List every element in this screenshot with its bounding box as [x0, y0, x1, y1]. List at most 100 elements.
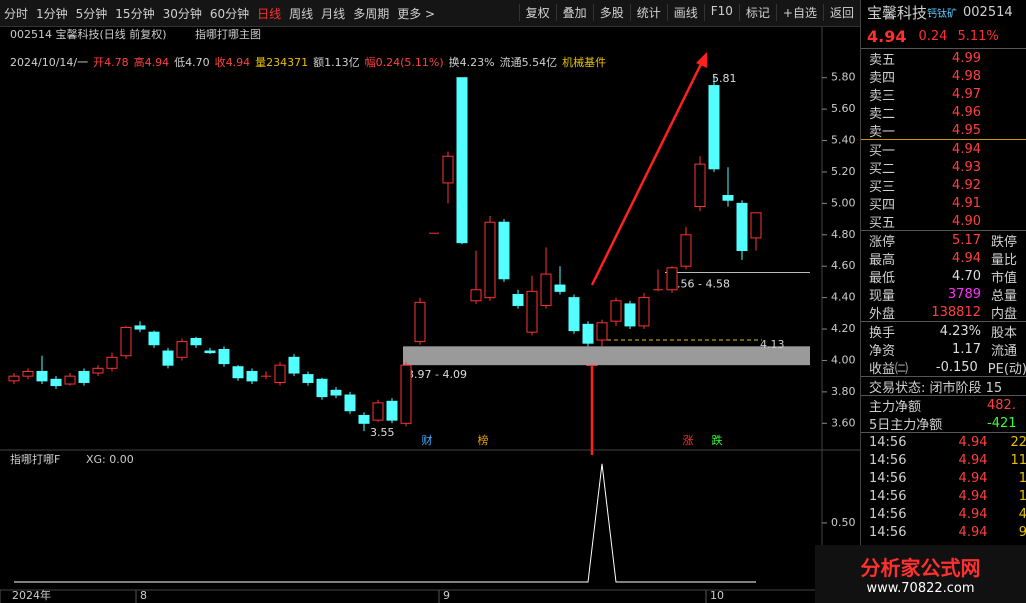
tool-button[interactable]: +自选	[775, 4, 823, 21]
period-tab[interactable]: 分时	[4, 6, 29, 21]
period-tab[interactable]: 1分钟	[36, 6, 68, 21]
candle-body	[330, 389, 342, 396]
candle-body	[568, 297, 580, 332]
candle-body	[288, 356, 300, 374]
stat-value: 5.17	[952, 232, 981, 248]
tool-button[interactable]: 统计	[629, 4, 667, 21]
y-tick-label: 3.60	[831, 416, 856, 429]
order-price: 4.91	[952, 195, 981, 211]
candle-body	[750, 212, 762, 239]
stat-row: 最低 4.70 市值	[861, 267, 1026, 286]
trade-price: 4.94	[958, 434, 988, 450]
tool-button[interactable]: 叠加	[555, 4, 593, 21]
candle-body	[694, 163, 706, 208]
candle-body	[540, 273, 552, 306]
candle-body	[554, 284, 566, 292]
tool-button[interactable]: 画线	[666, 4, 704, 21]
side-panel: 宝馨科技 钙钛矿 002514 4.94 0.24 5.11% 卖五 4.99 卖四 4.98…	[860, 0, 1026, 603]
info-item: 幅0.24(5.11%)	[365, 56, 444, 69]
candle-body	[246, 370, 258, 382]
period-tab[interactable]: 更多 >	[397, 6, 436, 21]
wm-url: www.70822.com	[866, 581, 975, 596]
order-row: 卖一 4.95	[861, 121, 1026, 140]
candle-body	[400, 364, 412, 424]
plot-bg	[0, 27, 822, 603]
tool-button[interactable]: 多股	[592, 4, 630, 21]
stat-label: 量比	[991, 252, 1018, 268]
stat-row: 现量 3789 总量	[861, 285, 1026, 304]
trade-price: 4.94	[958, 488, 988, 504]
y-tick-label: 4.80	[831, 228, 856, 241]
order-row: 买三 4.92	[861, 176, 1026, 195]
period-tab[interactable]: 日线	[257, 6, 282, 21]
period-tab[interactable]: 5分钟	[75, 6, 108, 21]
order-row: 卖二 4.96	[861, 103, 1026, 122]
candle-body	[134, 325, 146, 330]
stat-value: 1.17	[952, 341, 981, 357]
y-tick-label: 5.20	[831, 165, 856, 178]
tool-button[interactable]: F10	[703, 4, 739, 21]
order-price: 4.97	[952, 86, 981, 102]
sub-value: XG: 0.00	[86, 453, 134, 466]
pct: 5.11%	[957, 28, 999, 44]
candle-body	[386, 400, 398, 421]
stat-label: 总量	[991, 288, 1018, 304]
order-price: 4.93	[952, 159, 981, 175]
tool-button[interactable]: 复权	[518, 4, 556, 21]
info-item: 额1.13亿	[313, 56, 360, 69]
y-tick-label: 5.80	[831, 71, 856, 84]
order-price: 4.98	[952, 68, 981, 84]
candle-body	[232, 366, 244, 379]
trade-row: 14:56 4.94 1	[861, 487, 1026, 505]
period-tab[interactable]: 月线	[321, 6, 346, 21]
chart: 002514 宝馨科技(日线 前复权) 指哪打哪主图 指哪打哪F XG: 0.0…	[0, 27, 860, 603]
order-price: 4.92	[952, 177, 981, 193]
stat-label: 流通	[991, 343, 1018, 359]
candle-body	[512, 293, 524, 306]
level-label: 4.56 - 4.58	[670, 277, 730, 290]
period-tab[interactable]: 多周期	[353, 6, 390, 21]
stat-label: 跌停	[991, 234, 1018, 250]
trade-time: 14:56	[869, 434, 907, 450]
period-tab[interactable]: 周线	[289, 6, 314, 21]
y-tick-label: 5.60	[831, 102, 856, 115]
stat-value: 4.70	[952, 268, 981, 284]
trade-volume: 1	[1018, 470, 1026, 486]
order-label: 买四	[869, 197, 896, 213]
tag: 钙钛矿	[927, 8, 958, 20]
trade-row: 14:56 4.94 9	[861, 523, 1026, 541]
order-label: 买三	[869, 179, 896, 195]
stat-row: 涨停 5.17 跌停	[861, 231, 1026, 250]
candle-body	[470, 289, 482, 302]
order-label: 卖二	[869, 106, 896, 122]
stat-value: 3789	[947, 286, 981, 302]
info-item: 流通5.54亿	[500, 55, 558, 69]
order-row: 卖四 4.98	[861, 67, 1026, 86]
zone-label: 3.97 - 4.09	[407, 368, 467, 381]
candle-body	[582, 323, 594, 344]
order-label: 买五	[869, 215, 896, 231]
tool-button[interactable]: 返回	[822, 4, 860, 21]
candle-body	[610, 300, 622, 322]
stat-label: 最高	[869, 252, 896, 268]
period-tab[interactable]: 15分钟	[115, 6, 155, 21]
info-item: 2024/10/14/一	[10, 56, 88, 69]
order-row: 买五 4.90	[861, 212, 1026, 231]
candle-body	[526, 290, 538, 333]
order-label: 买一	[869, 143, 896, 159]
order-label: 卖四	[869, 70, 896, 86]
stat-label: 股本	[991, 325, 1018, 341]
stock-name: 宝馨科技	[867, 3, 928, 22]
stat-row: 换手 4.23% 股本	[861, 322, 1026, 341]
period-tab[interactable]: 30分钟	[162, 6, 202, 21]
candle-body	[666, 267, 678, 291]
order-row: 卖五 4.99	[861, 49, 1026, 68]
zone	[403, 346, 810, 366]
arrow-head	[696, 52, 707, 68]
period-tab[interactable]: 60分钟	[209, 6, 250, 21]
order-row: 买四 4.91	[861, 194, 1026, 213]
order-price: 4.96	[952, 104, 981, 120]
tool-button[interactable]: 标记	[738, 4, 776, 21]
stat-label: 收益㈡	[869, 361, 909, 377]
candle-body	[344, 394, 356, 412]
